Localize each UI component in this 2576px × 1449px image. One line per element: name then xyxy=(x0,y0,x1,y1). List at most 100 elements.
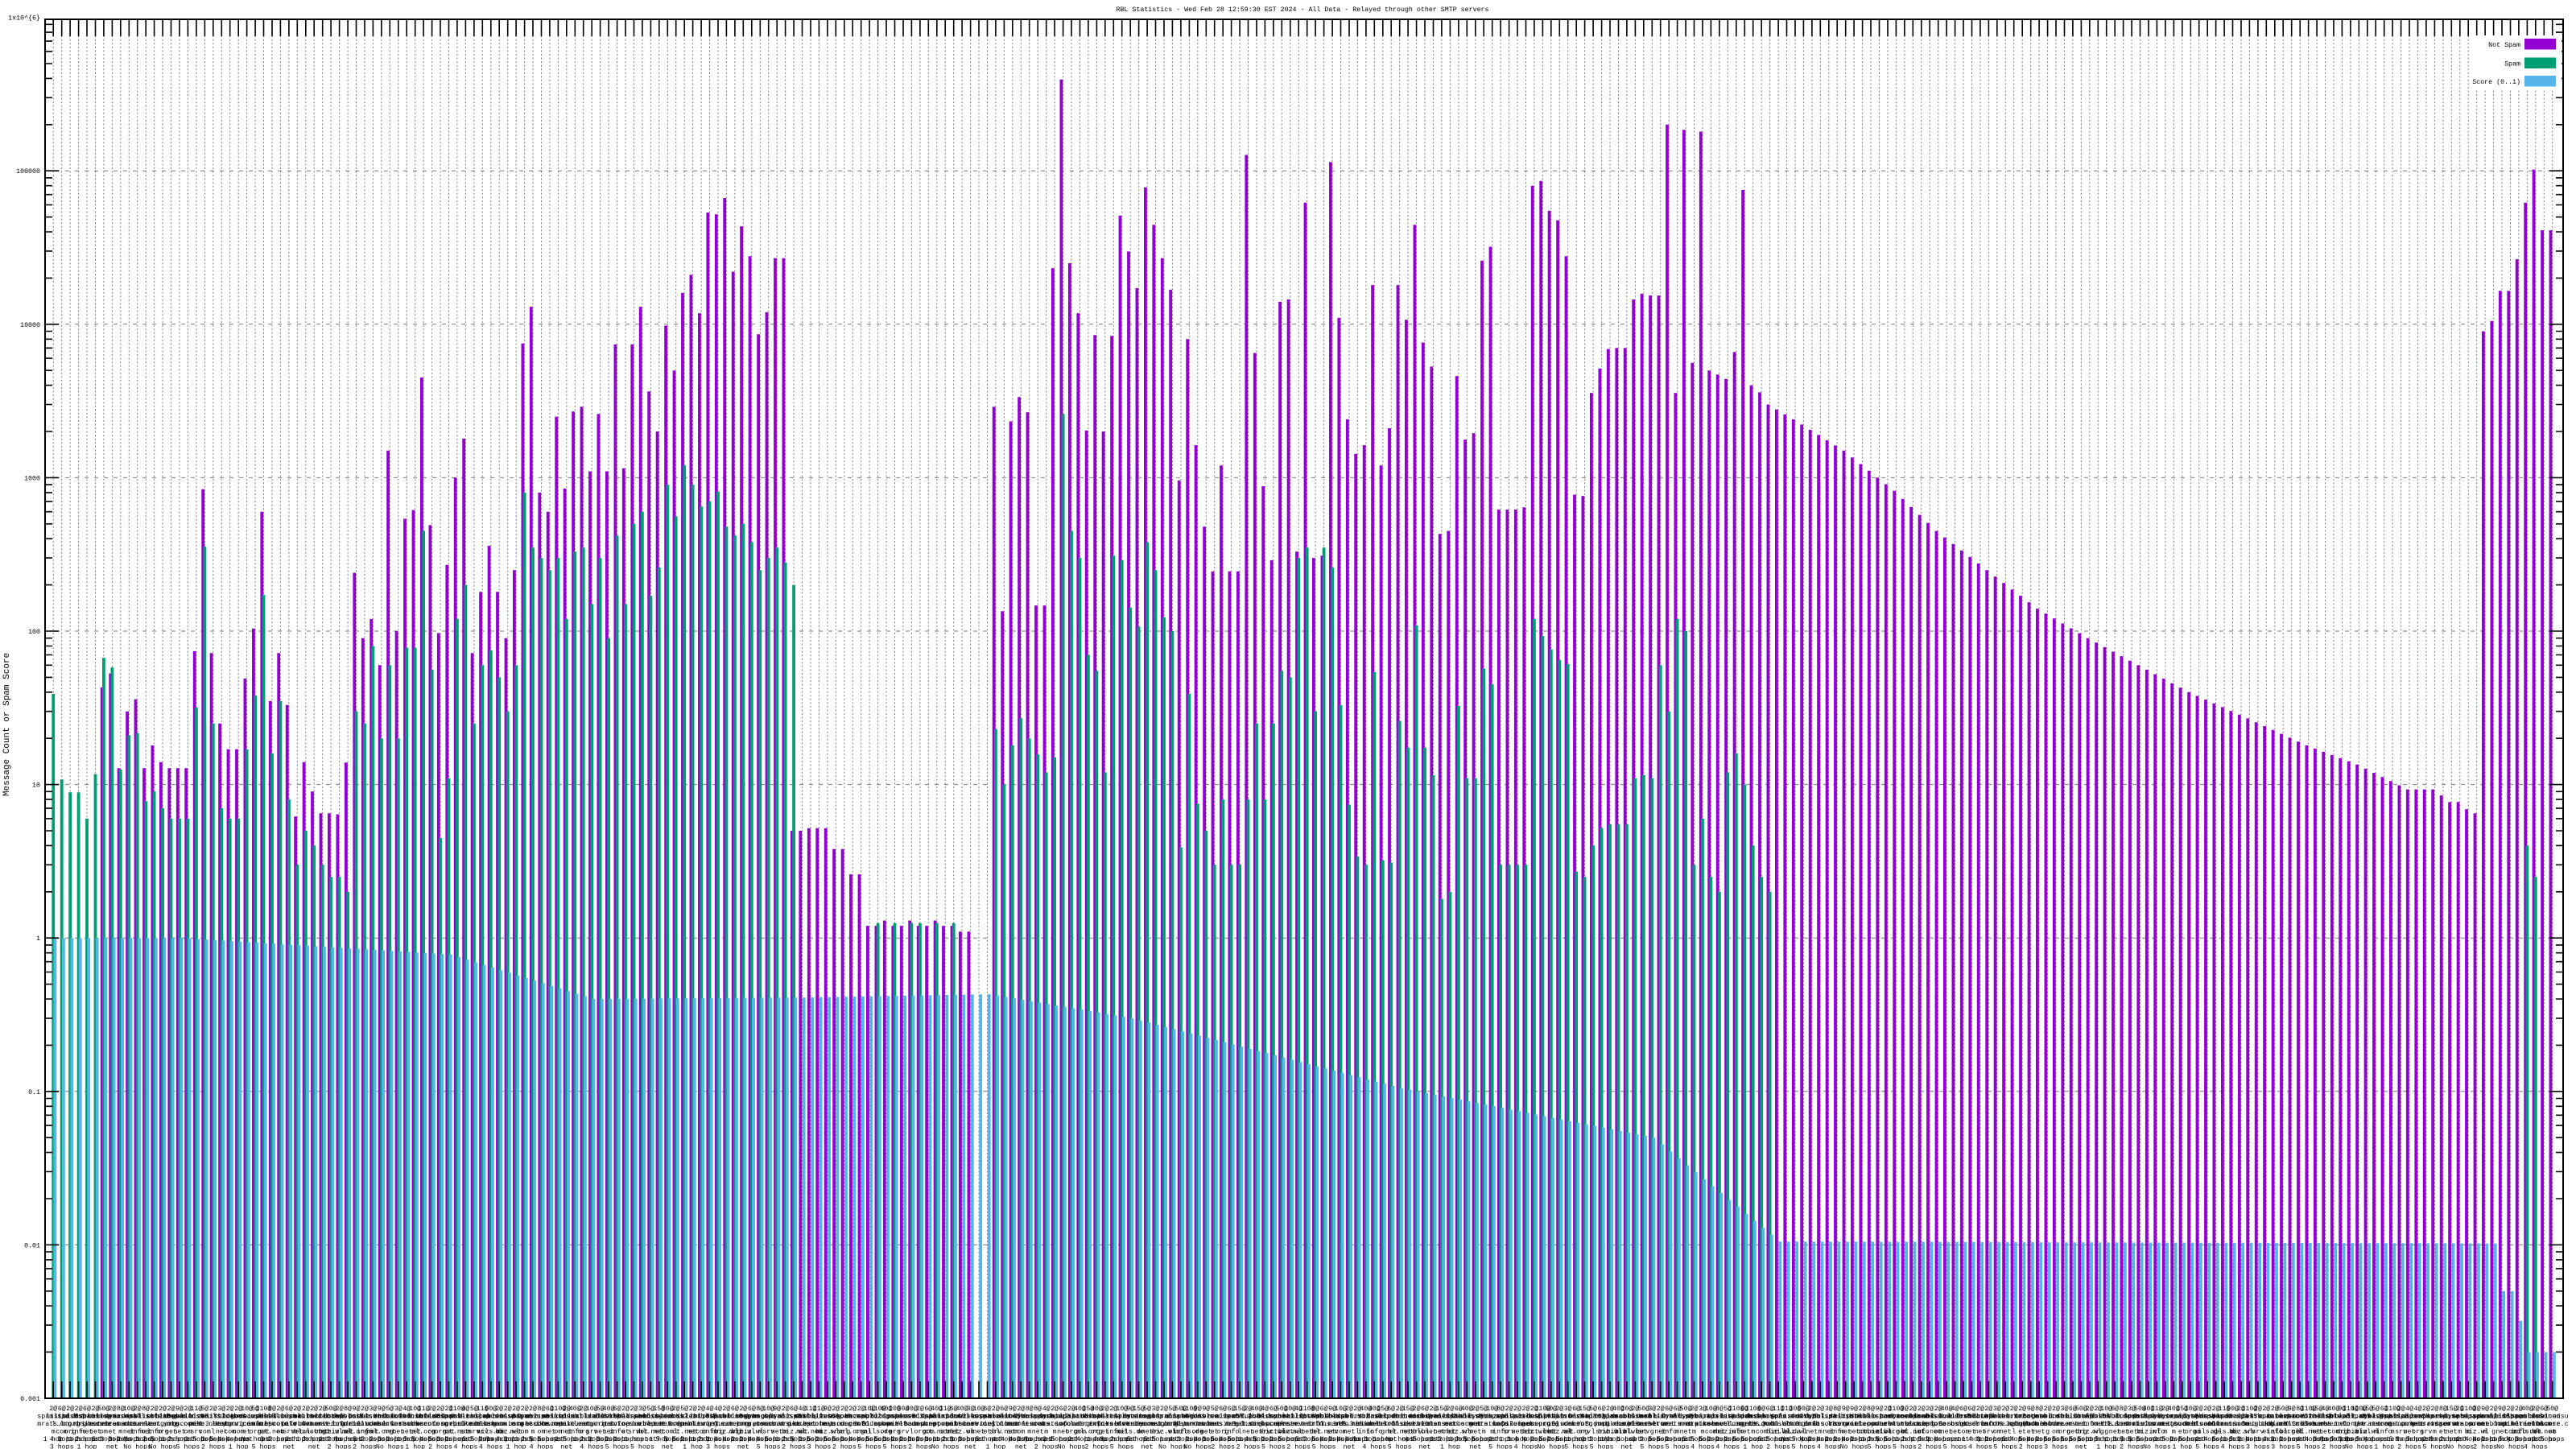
svg-text:2 hops: 2 hops xyxy=(2422,1435,2446,1443)
svg-text:net: net xyxy=(2066,1429,2079,1436)
svg-text:com: com xyxy=(1756,1429,1768,1436)
svg-text:5 hops: 5 hops xyxy=(1649,1435,1673,1443)
svg-text:bl.mails: bl.mails xyxy=(2503,1413,2535,1421)
svg-text:mrats.co: mrats.co xyxy=(1468,1421,1500,1428)
svg-text:bl.spamc: bl.spamc xyxy=(643,1413,675,1421)
svg-text:bogons.c: bogons.c xyxy=(1140,1413,1172,1421)
svg-text:net: net xyxy=(2496,1421,2508,1428)
svg-text:2@: 2@ xyxy=(782,1405,790,1413)
svg-text:.manitu.: .manitu. xyxy=(938,1420,970,1428)
svg-text:ymru.com: ymru.com xyxy=(1594,1421,1626,1428)
svg-text:mrats.co: mrats.co xyxy=(2376,1421,2409,1428)
svg-text:2 hops: 2 hops xyxy=(1825,1435,1849,1443)
svg-text:No hops: No hops xyxy=(334,1435,362,1443)
svg-text:3 hops: 3 hops xyxy=(950,1435,974,1443)
svg-text:ails.de: ails.de xyxy=(2194,1428,2222,1436)
svg-text:info: info xyxy=(130,1428,146,1436)
svg-text:8@: 8@ xyxy=(142,1405,150,1413)
svg-text:all.s5h.: all.s5h. xyxy=(997,1413,1029,1421)
svg-text:11@: 11@ xyxy=(190,1405,202,1413)
svg-text:net: net xyxy=(1680,1436,1692,1443)
svg-text:10@: 10@ xyxy=(241,1405,253,1413)
svg-text:2 hops: 2 hops xyxy=(2195,1435,2219,1443)
svg-text:2@: 2@ xyxy=(2271,1405,2279,1413)
svg-text:bscore.c: bscore.c xyxy=(542,1420,574,1428)
svg-text:net: net xyxy=(1545,1429,1557,1436)
svg-text:et: et xyxy=(621,1429,630,1436)
svg-text:10@: 10@ xyxy=(409,1405,421,1413)
svg-text:15@: 15@ xyxy=(1579,1405,1591,1413)
svg-text:2 hops: 2 hops xyxy=(731,1435,755,1443)
svg-text:2@: 2@ xyxy=(108,1405,116,1413)
svg-text:2 hops: 2 hops xyxy=(1926,1435,1951,1443)
svg-text:1 hop: 1 hop xyxy=(2096,1443,2116,1449)
svg-text:110@: 110@ xyxy=(1728,1405,1744,1413)
svg-text:8@: 8@ xyxy=(2296,1405,2304,1413)
svg-text:dnsbl.so: dnsbl.so xyxy=(2049,1413,2081,1421)
svg-text:110@: 110@ xyxy=(1534,1405,1550,1413)
svg-text:5 hops: 5 hops xyxy=(563,1435,587,1443)
svg-text:4 hops: 4 hops xyxy=(2297,1435,2321,1443)
svg-text:ct.net: ct.net xyxy=(672,1429,696,1436)
svg-text:com: com xyxy=(1074,1429,1086,1436)
svg-text:eat.org: eat.org xyxy=(1234,1421,1262,1428)
svg-text:rvices.n: rvices.n xyxy=(2427,1420,2459,1428)
svg-text:bogons.c: bogons.c xyxy=(753,1413,785,1421)
svg-text:dul.dnsb: dul.dnsb xyxy=(332,1413,364,1421)
svg-text:110@: 110@ xyxy=(1181,1405,1197,1413)
svg-text:l.sorbs.: l.sorbs. xyxy=(1022,1420,1054,1428)
svg-text:9@: 9@ xyxy=(773,1405,781,1413)
svg-text:5 hops: 5 hops xyxy=(353,1435,377,1443)
svg-text:dnsbl-1.: dnsbl-1. xyxy=(256,1413,288,1421)
svg-text:bl.mails: bl.mails xyxy=(1603,1413,1635,1421)
svg-text:korea.se: korea.se xyxy=(96,1413,128,1421)
svg-text:net: net xyxy=(384,1429,396,1436)
svg-text:2@: 2@ xyxy=(167,1405,175,1413)
svg-text:10@: 10@ xyxy=(864,1405,876,1413)
svg-text:Y.3.dnsb: Y.3.dnsb xyxy=(853,1420,886,1428)
svg-text:l.sorbs.: l.sorbs. xyxy=(1392,1420,1424,1428)
svg-text:9@: 9@ xyxy=(175,1405,184,1413)
svg-text:1 hop: 1 hop xyxy=(1087,1435,1107,1443)
svg-text:.rbl.msr: .rbl.msr xyxy=(2293,1420,2325,1428)
svg-text:rbl.inte: rbl.inte xyxy=(1830,1413,1862,1421)
svg-text:bl.0spam: bl.0spam xyxy=(727,1413,759,1421)
svg-text:rbl.inte: rbl.inte xyxy=(1282,1413,1315,1421)
svg-text:4 hops: 4 hops xyxy=(2524,1443,2548,1449)
svg-text:5 hops: 5 hops xyxy=(2212,1435,2236,1443)
svg-text:eat.org: eat.org xyxy=(317,1421,345,1428)
svg-text:bl.net: bl.net xyxy=(2532,1428,2556,1436)
svg-text:2@: 2@ xyxy=(1067,1405,1075,1413)
svg-text:biz.wl: biz.wl xyxy=(319,1428,343,1436)
svg-text:db.wpbl.: db.wpbl. xyxy=(239,1413,271,1421)
svg-text:list.dsb: list.dsb xyxy=(1821,1413,1853,1421)
svg-text:biz.wl: biz.wl xyxy=(2465,1428,2489,1436)
svg-text:2@: 2@ xyxy=(2262,1405,2270,1413)
svg-text:No hops: No hops xyxy=(1352,1435,1380,1443)
svg-text:3 hops: 3 hops xyxy=(2339,1435,2363,1443)
svg-text:info: info xyxy=(2376,1428,2392,1436)
svg-text:combined: combined xyxy=(1619,1413,1651,1421)
svg-text:zen.spam: zen.spam xyxy=(1518,1414,1550,1421)
svg-text:1000: 1000 xyxy=(24,475,40,482)
svg-text:m: m xyxy=(758,1429,762,1436)
svg-text:1 hop: 1 hop xyxy=(1448,1435,1468,1443)
svg-text:l.sorbs.: l.sorbs. xyxy=(433,1420,465,1428)
svg-text:m: m xyxy=(1053,1429,1057,1436)
svg-text:net: net xyxy=(2092,1421,2104,1428)
svg-text:net: net xyxy=(1032,1429,1044,1436)
svg-text:3 hops: 3 hops xyxy=(1976,1435,2000,1443)
svg-text:50@: 50@ xyxy=(2075,1405,2087,1413)
svg-text:spam.spa: spam.spa xyxy=(1030,1414,1063,1421)
svg-text:info: info xyxy=(147,1428,163,1436)
svg-text:4 hops: 4 hops xyxy=(580,1443,604,1449)
svg-text:dul.dnsb: dul.dnsb xyxy=(1552,1413,1584,1421)
svg-text:2 hops: 2 hops xyxy=(681,1435,705,1443)
svg-text:rbl.inte: rbl.inte xyxy=(374,1413,406,1421)
svg-text:6@: 6@ xyxy=(1387,1405,1395,1413)
svg-text:2 hops: 2 hops xyxy=(1068,1435,1092,1443)
svg-text:0.001: 0.001 xyxy=(20,1396,40,1403)
svg-text:net: net xyxy=(510,1429,522,1436)
svg-text:all.s5h.: all.s5h. xyxy=(2082,1413,2114,1421)
svg-text:spam.spa: spam.spa xyxy=(2452,1414,2484,1421)
